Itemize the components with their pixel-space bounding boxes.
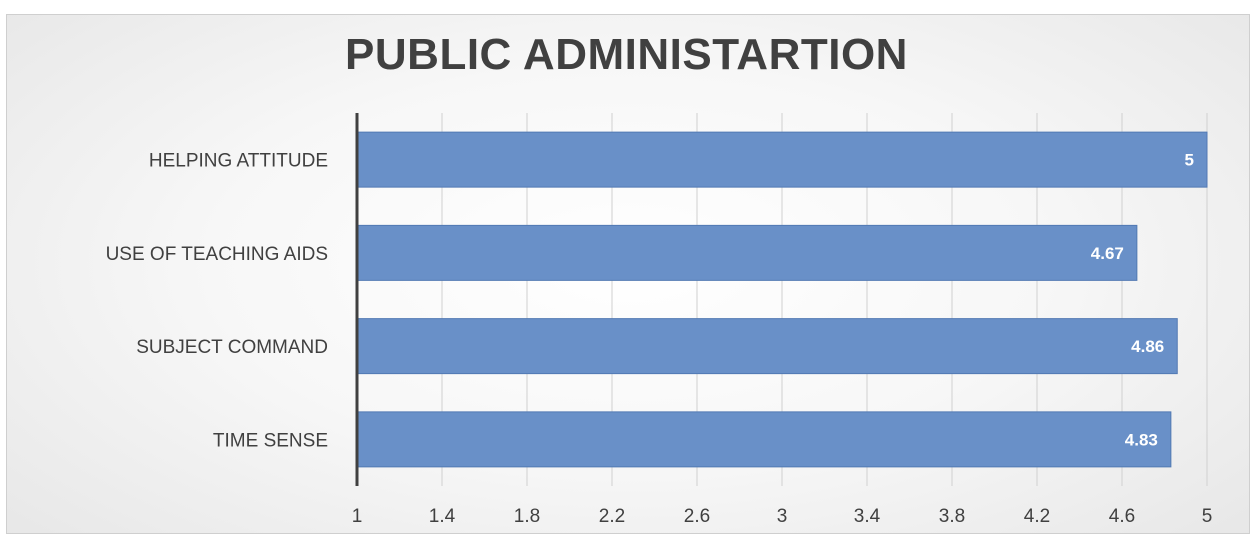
category-label: HELPING ATTITUDE bbox=[149, 151, 328, 172]
x-tick-label: 3.8 bbox=[939, 506, 965, 527]
labels: 1 1.4 1.8 2.2 2.6 3 3.4 3.8 4.2 4.6 5 HELPING ATTIT… bbox=[106, 151, 1213, 527]
x-tick-label: 3.4 bbox=[854, 506, 881, 527]
bar bbox=[356, 318, 1178, 375]
x-tick-label: 5 bbox=[1202, 506, 1213, 527]
bar bbox=[356, 411, 1172, 468]
bar bbox=[356, 131, 1208, 188]
data-label: 5 bbox=[1185, 151, 1194, 170]
data-label: 4.86 bbox=[1131, 337, 1164, 356]
x-tick-label: 4.6 bbox=[1109, 506, 1135, 527]
data-label: 4.67 bbox=[1091, 244, 1124, 263]
data-label: 4.83 bbox=[1125, 430, 1158, 449]
bars bbox=[356, 131, 1208, 468]
x-tick-label: 3 bbox=[777, 506, 788, 527]
category-label: TIME SENSE bbox=[213, 430, 328, 451]
x-tick-label: 1.8 bbox=[514, 506, 540, 527]
x-tick-label: 4.2 bbox=[1024, 506, 1050, 527]
bar bbox=[356, 224, 1138, 281]
category-label: USE OF TEACHING AIDS bbox=[106, 244, 328, 265]
x-tick-label: 1 bbox=[352, 506, 363, 527]
chart-title: PUBLIC ADMINISTARTION bbox=[345, 30, 908, 79]
category-label: SUBJECT COMMAND bbox=[136, 337, 328, 358]
x-tick-label: 2.6 bbox=[684, 506, 710, 527]
x-tick-label: 1.4 bbox=[429, 506, 456, 527]
x-tick-label: 2.2 bbox=[599, 506, 625, 527]
